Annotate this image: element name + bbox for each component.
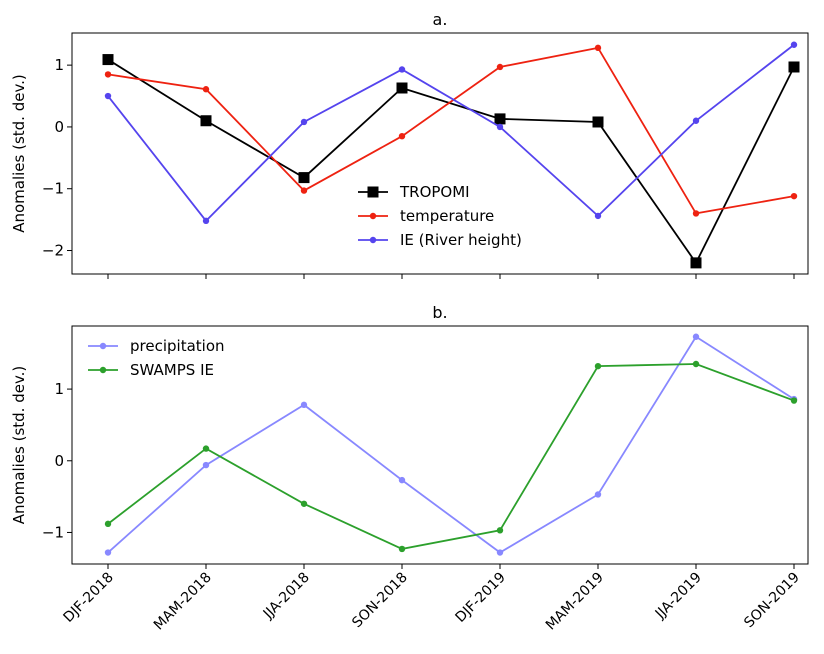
panel-a: a. Anomalies (std. dev.) −2 −1 0 1 TROPOMI temp… xyxy=(10,10,809,279)
y-tick-label: 1 xyxy=(54,380,64,398)
legend-box xyxy=(82,334,262,392)
data-point xyxy=(692,360,700,368)
data-point xyxy=(102,54,114,66)
data-point xyxy=(202,461,210,469)
data-point xyxy=(396,82,408,94)
panel-title: b. xyxy=(432,303,447,322)
y-axis-label: Anomalies (std. dev.) xyxy=(10,366,28,525)
data-point xyxy=(300,118,308,126)
data-point xyxy=(692,210,700,217)
y-tick-label: 0 xyxy=(54,452,64,470)
x-tick-label: DJF-2018 xyxy=(61,570,117,626)
data-point xyxy=(690,257,702,269)
series-line xyxy=(107,335,795,554)
x-tick-label: SON-2019 xyxy=(741,570,803,632)
data-point xyxy=(300,500,308,507)
data-point xyxy=(202,217,210,225)
legend-marker xyxy=(99,342,107,350)
data-point xyxy=(104,520,112,528)
x-tick-label: MAM-2019 xyxy=(543,570,607,634)
panel-title: a. xyxy=(433,10,448,29)
series-line xyxy=(107,363,795,550)
legend-label: temperature xyxy=(400,207,494,225)
x-tick-label: JJA-2018 xyxy=(260,570,313,623)
legend-marker xyxy=(369,236,377,244)
legend-marker xyxy=(367,186,379,198)
legend-label: IE (River height) xyxy=(400,231,522,249)
data-point xyxy=(594,44,602,52)
axes-frame xyxy=(71,32,809,275)
panel-b: b. Anomalies (std. dev.) −1 0 1 DJF-2018 MAM-2… xyxy=(10,303,809,634)
data-point xyxy=(494,113,506,125)
data-point xyxy=(104,71,112,78)
data-point xyxy=(594,212,602,220)
x-tick-label: DJF-2019 xyxy=(453,570,509,626)
y-tick-label: −1 xyxy=(42,180,64,198)
data-point xyxy=(398,66,406,73)
series-line xyxy=(107,44,795,223)
axes-frame xyxy=(71,325,809,565)
y-tick-label: −2 xyxy=(42,242,64,260)
data-point xyxy=(692,117,700,124)
y-tick-label: −1 xyxy=(42,523,64,541)
data-point xyxy=(300,401,308,409)
data-point xyxy=(496,123,504,131)
legend-label: precipitation xyxy=(130,337,225,355)
data-point xyxy=(496,549,504,556)
y-tick-label: 0 xyxy=(54,118,64,136)
data-point xyxy=(300,187,308,194)
data-point xyxy=(298,172,310,184)
x-tick-label: SON-2018 xyxy=(349,570,411,632)
data-point xyxy=(496,63,504,71)
data-point xyxy=(398,476,406,484)
legend-label: TROPOMI xyxy=(399,183,470,201)
data-point xyxy=(104,92,112,100)
data-point xyxy=(592,116,604,128)
legend: TROPOMI temperature IE (River height) xyxy=(352,180,552,264)
x-tick-label: MAM-2018 xyxy=(151,570,215,634)
data-point xyxy=(104,549,112,556)
data-point xyxy=(200,115,212,127)
legend: precipitation SWAMPS IE xyxy=(82,334,262,392)
data-point xyxy=(594,491,602,498)
y-axis-label: Anomalies (std. dev.) xyxy=(10,74,28,233)
data-point xyxy=(398,545,406,553)
data-point xyxy=(790,192,798,200)
data-point xyxy=(202,86,210,93)
data-point xyxy=(594,362,602,370)
x-tick-label: JJA-2019 xyxy=(652,570,705,623)
data-point xyxy=(790,41,798,48)
data-point xyxy=(496,527,504,534)
data-point xyxy=(398,132,406,140)
legend-label: SWAMPS IE xyxy=(130,361,214,379)
data-point xyxy=(788,61,800,73)
series-line xyxy=(107,58,795,265)
data-point xyxy=(692,333,700,340)
legend-box xyxy=(352,180,552,264)
legend-marker xyxy=(369,212,377,220)
series-line xyxy=(107,46,795,215)
y-tick-label: 1 xyxy=(54,56,64,74)
data-point xyxy=(790,397,798,404)
data-point xyxy=(202,445,210,452)
legend-marker xyxy=(99,366,107,374)
